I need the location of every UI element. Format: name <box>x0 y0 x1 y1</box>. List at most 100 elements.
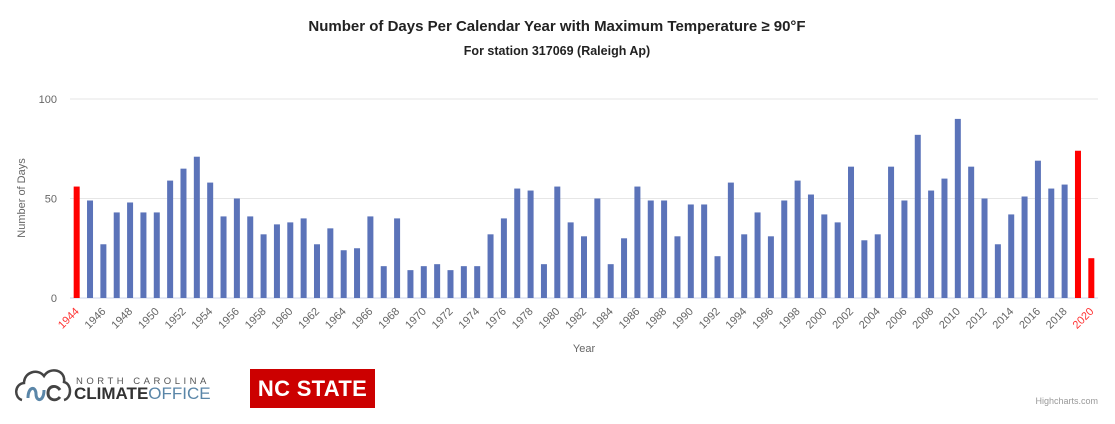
x-tick-label: 1994 <box>724 306 750 332</box>
bar-2005 <box>888 166 895 298</box>
bar-1955 <box>220 216 227 298</box>
y-axis-ticks: 0 50 100 <box>39 94 57 305</box>
bar-1987 <box>647 200 654 298</box>
bar-1988 <box>661 200 668 298</box>
bar-2019 <box>1074 150 1081 298</box>
bar-1954 <box>207 182 214 298</box>
x-tick-label: 2004 <box>857 306 883 332</box>
bar-1999 <box>807 194 814 298</box>
bar-1971 <box>434 264 441 298</box>
x-tick-label: 1996 <box>750 306 776 332</box>
bar-1993 <box>727 182 734 298</box>
bar-1974 <box>474 266 481 298</box>
bar-2010 <box>954 118 961 299</box>
x-tick-label: 1992 <box>697 306 723 332</box>
x-tick-label: 2010 <box>937 306 963 332</box>
credits-link[interactable]: Highcharts.com <box>1035 396 1098 406</box>
bar-2016 <box>1034 160 1041 298</box>
bar-1991 <box>701 204 708 298</box>
x-tick-label: 1988 <box>643 306 669 332</box>
x-tick-label: 2000 <box>804 306 830 332</box>
x-tick-label: 1964 <box>323 306 349 332</box>
bar-1998 <box>794 180 801 298</box>
bar-1951 <box>167 180 174 298</box>
ncstate-logo: NC STATE <box>250 369 375 408</box>
bar-1945 <box>87 200 94 298</box>
x-axis-ticks: 1944 1946 1948 1950 1952 1954 1956 1958 1960 1962… <box>56 306 1096 332</box>
bar-1996 <box>767 236 774 298</box>
bar-2017 <box>1048 188 1055 298</box>
x-tick-label: 1946 <box>83 306 109 332</box>
bar-1948 <box>127 202 134 298</box>
bar-1986 <box>634 186 641 298</box>
bar-1950 <box>153 212 160 298</box>
bar-1956 <box>233 198 240 298</box>
bar-1992 <box>714 256 721 298</box>
bar-2008 <box>928 190 935 298</box>
bar-1976 <box>500 218 507 298</box>
bar-2018 <box>1061 184 1068 298</box>
bar-2020 <box>1088 258 1095 298</box>
x-tick-label: 2008 <box>910 306 936 332</box>
bar-1977 <box>514 188 521 298</box>
chart-subtitle: For station 317069 (Raleigh Ap) <box>464 44 650 58</box>
bar-2000 <box>821 214 828 298</box>
x-tick-label: 1976 <box>483 306 509 332</box>
x-tick-label: 1980 <box>537 306 563 332</box>
x-tick-label: 2012 <box>964 306 990 332</box>
bar-1957 <box>247 216 254 298</box>
bar-1982 <box>581 236 587 298</box>
bar-1966 <box>367 216 374 298</box>
bar-1944 <box>73 186 80 298</box>
bar-1994 <box>741 234 748 298</box>
bar-1965 <box>354 248 361 298</box>
bar-1989 <box>674 236 681 298</box>
bar-2015 <box>1021 196 1028 298</box>
bar-1946 <box>100 244 107 298</box>
x-tick-label: 1990 <box>670 306 696 332</box>
x-tick-label: 2020 <box>1071 306 1097 332</box>
chart-title: Number of Days Per Calendar Year with Ma… <box>308 18 805 35</box>
x-tick-label: 1982 <box>563 306 589 332</box>
bar-2001 <box>834 222 841 298</box>
bar-1985 <box>621 238 628 298</box>
x-tick-label: 2002 <box>830 306 856 332</box>
x-tick-label: 1950 <box>136 306 162 332</box>
x-tick-label: 1958 <box>243 306 269 332</box>
cloud-logo-icon <box>15 369 72 402</box>
bar-1960 <box>287 222 294 298</box>
y-tick-label: 0 <box>51 293 57 305</box>
bar-1964 <box>340 250 347 298</box>
bar-1979 <box>540 264 547 298</box>
x-tick-label: 1984 <box>590 306 616 332</box>
bar-1952 <box>180 168 187 298</box>
x-tick-label: 1968 <box>376 306 402 332</box>
bar-1980 <box>554 186 561 298</box>
x-axis-title: Year <box>573 343 596 355</box>
x-tick-label: 1970 <box>403 306 429 332</box>
x-tick-label: 1972 <box>430 306 456 332</box>
x-tick-label: 1944 <box>56 306 82 332</box>
x-tick-label: 1952 <box>163 306 189 332</box>
x-tick-label: 1998 <box>777 306 803 332</box>
bar-1995 <box>754 212 761 298</box>
x-tick-label: 1978 <box>510 306 536 332</box>
x-tick-label: 1956 <box>216 306 242 332</box>
logo-text-top: NORTH CAROLINA <box>76 376 210 387</box>
x-tick-label: 2018 <box>1044 306 1070 332</box>
bar-2006 <box>901 200 908 298</box>
bar-2013 <box>994 244 1001 298</box>
bar-1990 <box>687 204 694 298</box>
bar-2003 <box>861 240 868 298</box>
bar-2014 <box>1008 214 1015 298</box>
bar-1983 <box>594 198 601 298</box>
bar-1961 <box>300 218 307 298</box>
bar-1997 <box>781 200 788 298</box>
bar-1975 <box>487 234 494 298</box>
bar-1963 <box>327 228 334 298</box>
bar-1949 <box>140 212 147 298</box>
bars <box>73 118 1095 299</box>
x-tick-label: 2006 <box>884 306 910 332</box>
x-tick-label: 1954 <box>190 306 216 332</box>
